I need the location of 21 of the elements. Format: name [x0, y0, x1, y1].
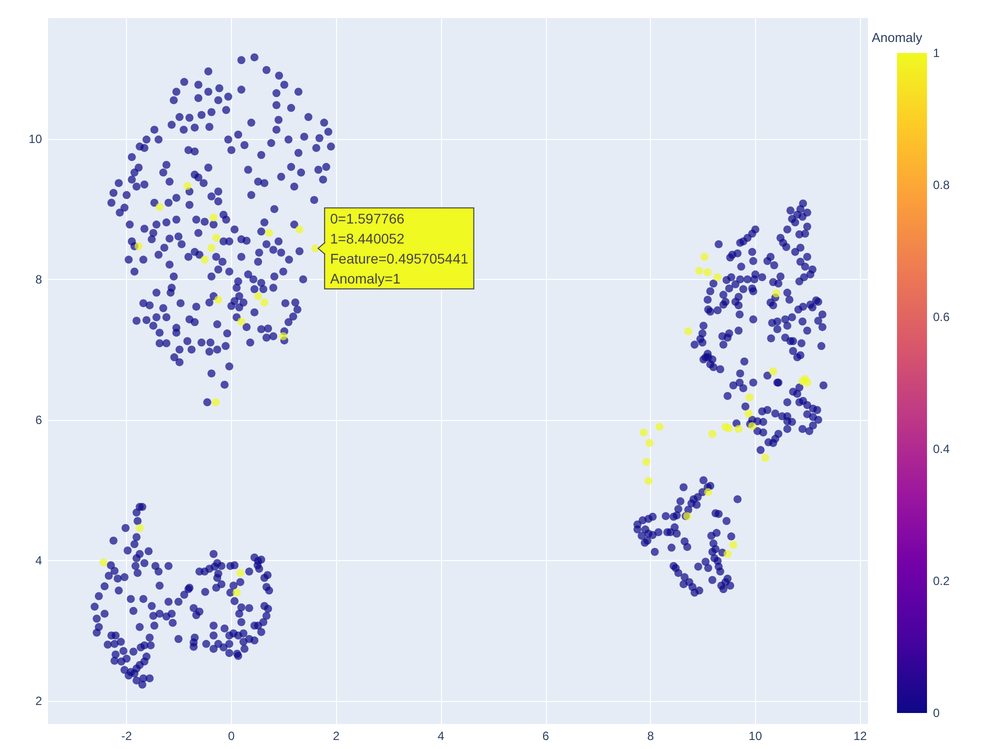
y-tick-label: 2 — [35, 694, 42, 708]
color-bar-label: 0.6 — [933, 310, 950, 324]
x-tick-label: -2 — [121, 729, 132, 743]
x-tick-label: 10 — [748, 729, 762, 743]
y-tick-label: 10 — [28, 132, 42, 146]
x-tick-label: 4 — [438, 729, 445, 743]
color-bar-label: 0.2 — [933, 574, 950, 588]
y-tick-label: 4 — [35, 553, 42, 568]
x-tick-label: 2 — [332, 729, 340, 743]
color-bar-title: Anomaly — [872, 30, 923, 45]
color-bar-label: 0 — [933, 706, 940, 720]
annotation: 0=1.597766 1=8.440052 Feature=0.495705441 Anomaly=1 — [330, 210, 468, 286]
y-tick-label: 8 — [35, 272, 42, 286]
x-tick-label: 12 — [853, 729, 868, 743]
x-tick-label: 0 — [228, 729, 236, 743]
y-tick-label: 6 — [35, 412, 42, 427]
x-tick-label: 6 — [542, 729, 550, 743]
x-tick-label: 8 — [647, 729, 654, 743]
color-bar-label: 1 — [933, 46, 940, 60]
color-bar-label: 0.8 — [933, 178, 950, 192]
color-bar-label: 0.4 — [933, 442, 950, 456]
